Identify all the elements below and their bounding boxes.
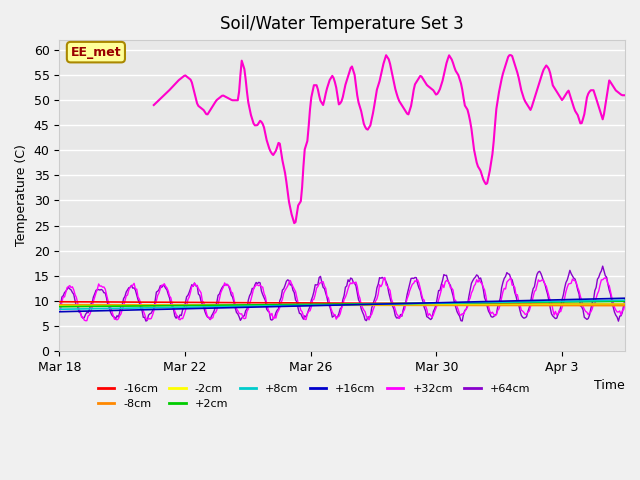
Text: EE_met: EE_met — [70, 46, 121, 59]
Title: Soil/Water Temperature Set 3: Soil/Water Temperature Set 3 — [220, 15, 464, 33]
X-axis label: Time: Time — [595, 379, 625, 392]
Legend: -16cm, -8cm, -2cm, +2cm, +8cm, +16cm, +32cm, +64cm: -16cm, -8cm, -2cm, +2cm, +8cm, +16cm, +3… — [93, 379, 534, 414]
Y-axis label: Temperature (C): Temperature (C) — [15, 144, 28, 246]
